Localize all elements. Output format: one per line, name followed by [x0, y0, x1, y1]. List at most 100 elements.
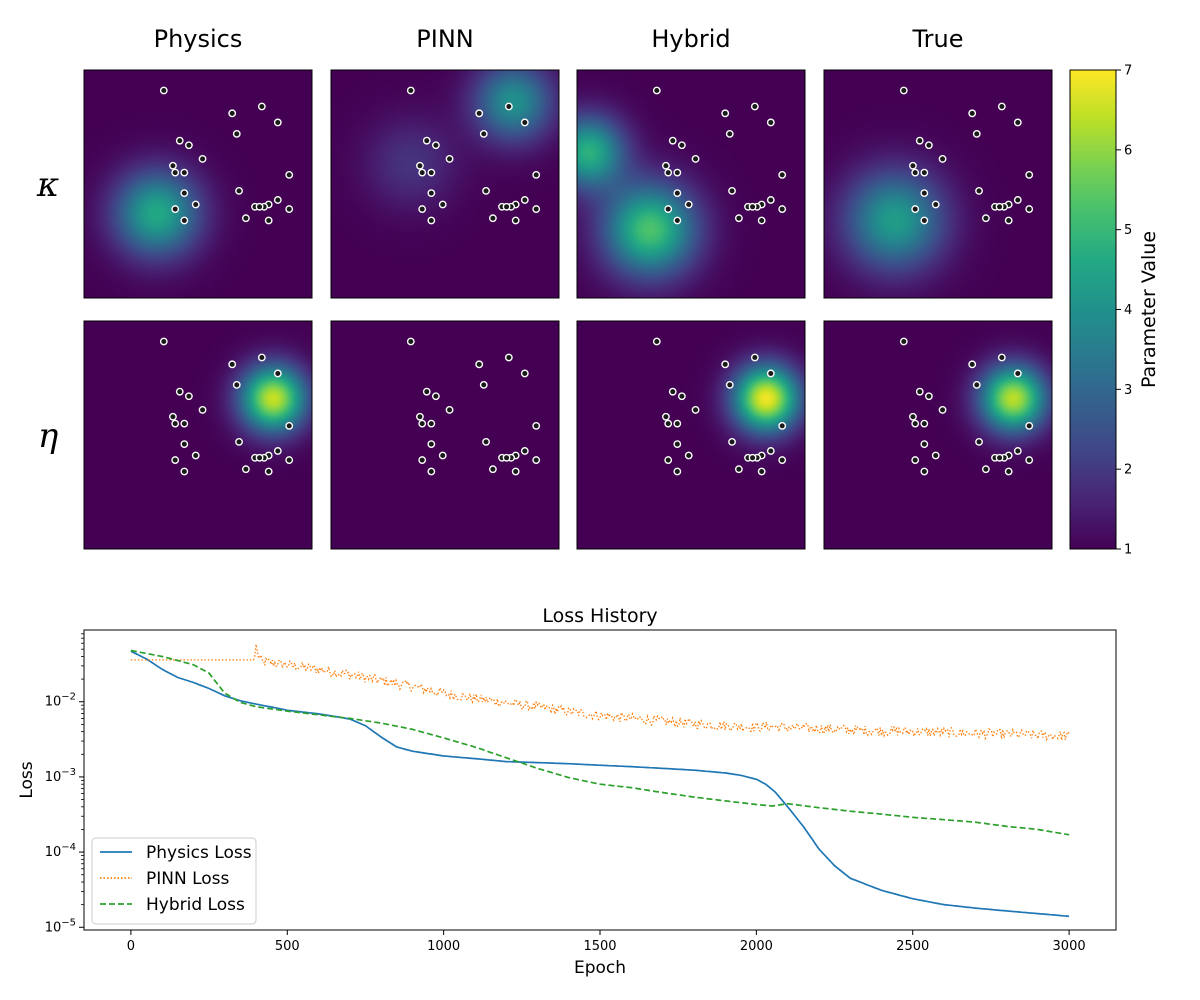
- sensor-point: [673, 419, 682, 428]
- sensor-point: [997, 102, 1006, 111]
- x-tick-label: 1500: [583, 939, 616, 954]
- x-axis-label: Epoch: [574, 958, 626, 978]
- sensor-point: [427, 467, 436, 476]
- heatmap-field: [84, 321, 312, 549]
- sensor-point: [475, 109, 484, 118]
- heatmap-field: [577, 70, 805, 298]
- x-tick-label: 2500: [896, 939, 929, 954]
- heatmap-field: [577, 321, 805, 549]
- heatmap-panel: [576, 69, 806, 299]
- heatmap-field: [331, 70, 559, 298]
- sensor-point: [502, 202, 511, 211]
- colorbar-tick-label: 7: [1124, 64, 1132, 79]
- colorbar-tick-label: 2: [1124, 463, 1132, 478]
- sensor-point: [180, 189, 189, 198]
- sensor-point: [180, 440, 189, 449]
- sensor-point: [416, 412, 424, 421]
- sensor-point: [664, 205, 673, 213]
- sensor-point: [232, 129, 241, 138]
- sensor-point: [1004, 216, 1013, 225]
- sensor-point: [479, 129, 488, 138]
- sensor-point: [285, 170, 294, 179]
- sensor-point: [728, 186, 736, 195]
- sensor-point: [264, 467, 273, 476]
- sensor-point: [422, 387, 431, 396]
- sensor-point: [911, 419, 920, 428]
- sensor-point: [968, 109, 977, 118]
- sensor-point: [1013, 369, 1022, 378]
- sensor-point: [232, 380, 241, 389]
- sensor-point: [532, 205, 541, 213]
- sensor-point: [255, 453, 264, 462]
- panel-frame: [576, 69, 806, 299]
- sensor-point: [1025, 421, 1034, 430]
- sensor-point: [684, 451, 693, 460]
- sensor-point: [228, 109, 237, 118]
- panel-frame: [823, 69, 1053, 299]
- sensor-point: [228, 360, 237, 369]
- sensor-point: [725, 380, 734, 389]
- x-tick-label: 1000: [427, 939, 460, 954]
- sensor-point: [677, 141, 686, 150]
- plot-area: [130, 644, 1070, 918]
- heatmap-panel: [823, 69, 1053, 299]
- column-title: Hybrid: [651, 25, 730, 53]
- sensor-point: [920, 467, 929, 476]
- sensor-point: [750, 353, 759, 362]
- y-tick-exponent: −2: [61, 692, 76, 703]
- sensor-point: [668, 387, 677, 396]
- sensor-point: [734, 214, 743, 223]
- sensor-point: [257, 102, 266, 111]
- sensor-point: [662, 161, 670, 170]
- sensor-point: [778, 170, 787, 179]
- sensor-point: [1025, 170, 1034, 179]
- sensor-point: [766, 196, 775, 204]
- y-tick-mantissa: 10: [45, 920, 62, 935]
- heatmap-field: [331, 321, 559, 549]
- x-tick-label: 0: [127, 939, 135, 954]
- sensor-point: [171, 456, 180, 464]
- sensor-point: [915, 136, 924, 145]
- plot-frame: [83, 629, 1117, 931]
- legend-box: [91, 837, 257, 925]
- sensor-point: [899, 86, 908, 95]
- legend-entry: PINN Loss: [146, 869, 230, 889]
- sensor-point: [673, 189, 682, 198]
- sensor-point: [184, 141, 193, 150]
- sensor-point: [273, 118, 282, 127]
- sensor-point: [968, 360, 977, 369]
- sensor-point: [175, 387, 184, 396]
- colorbar: [1069, 69, 1117, 550]
- panel-frame: [823, 320, 1053, 550]
- sensor-point: [915, 387, 924, 396]
- sensor-point: [285, 456, 294, 464]
- sensor-point: [273, 447, 282, 455]
- sensor-point: [504, 102, 513, 111]
- colorbar-tick-label: 3: [1124, 383, 1132, 398]
- sensor-point: [981, 465, 990, 474]
- colorbar-tick-label: 4: [1124, 303, 1132, 318]
- sensor-point: [427, 189, 436, 198]
- sensor-point: [924, 392, 933, 401]
- sensor-point: [1025, 205, 1034, 213]
- sensor-point: [725, 129, 734, 138]
- sensor-point: [422, 136, 431, 145]
- sensor-point: [241, 214, 250, 223]
- sensor-point: [273, 369, 282, 378]
- heatmap-panel: [83, 69, 313, 299]
- sensor-point: [159, 337, 168, 346]
- y-tick-label: 10−4: [45, 842, 76, 860]
- sensor-point: [778, 421, 787, 430]
- sensor-point: [431, 392, 440, 401]
- sensor-point: [257, 353, 266, 362]
- panel-frame: [330, 320, 560, 550]
- y-tick-exponent: −5: [61, 917, 76, 928]
- y-tick-label: 10−2: [45, 692, 76, 710]
- sensor-point: [652, 86, 661, 95]
- sensor-point: [520, 118, 529, 127]
- sensor-point: [938, 406, 947, 414]
- sensor-point: [1013, 196, 1022, 204]
- panel-frame: [330, 69, 560, 299]
- sensor-point: [673, 168, 682, 177]
- x-tick-label: 500: [275, 939, 300, 954]
